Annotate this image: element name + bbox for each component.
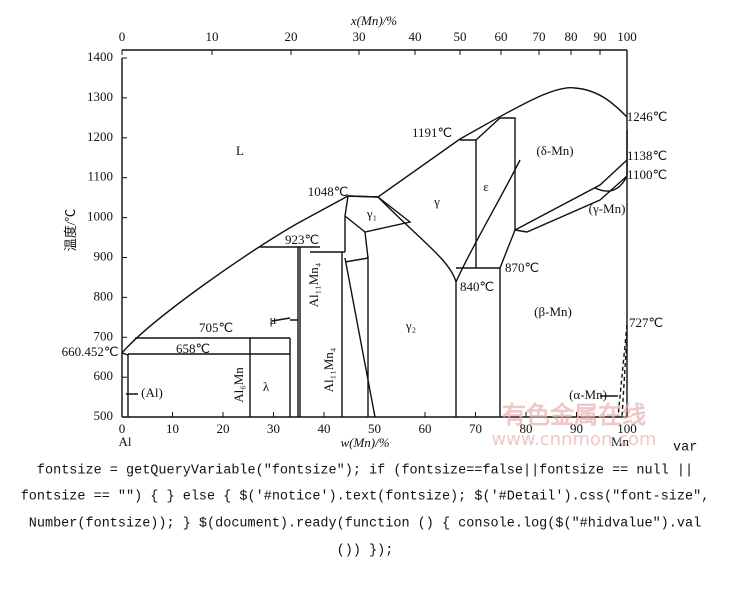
region-label: γ₁ — [366, 206, 377, 221]
region-label: (α-Mn) — [569, 387, 607, 402]
top-tick-label: 100 — [617, 29, 637, 44]
left-tick-label: 1200 — [87, 129, 113, 144]
region-label: 870℃ — [505, 260, 539, 275]
left-tick-label: 1400 — [87, 49, 113, 64]
region-label: ε — [483, 179, 489, 194]
bottom-tick-label: 60 — [419, 421, 432, 436]
region-label: 1246℃ — [627, 109, 668, 124]
watermark-url: www.cnnmon.com — [491, 429, 656, 450]
region-label: (δ-Mn) — [536, 143, 573, 158]
bottom-tick-label: 70 — [469, 421, 482, 436]
region-label: μ — [270, 312, 277, 327]
top-tick-label: 80 — [565, 29, 578, 44]
bottom-tick-label: 80 — [520, 421, 533, 436]
top-tick-label: 90 — [594, 29, 607, 44]
left-tick-label: 1300 — [87, 89, 113, 104]
bottom-axis-title: w(Mn)/% — [340, 435, 389, 450]
region-label: L — [236, 143, 244, 158]
script-text-line: fontsize = getQueryVariable("fontsize");… — [37, 464, 693, 479]
region-label: λ — [263, 379, 270, 394]
region-label: 1191℃ — [412, 125, 452, 140]
top-tick-label: 40 — [409, 29, 422, 44]
left-axis-title: 温度/℃ — [63, 209, 78, 252]
bottom-tick-label: 50 — [368, 421, 381, 436]
bottom-tick-label: 90 — [570, 421, 583, 436]
script-text-line: fontsize == "") { } else { $('#notice').… — [21, 490, 710, 505]
region-label: 1138℃ — [627, 148, 667, 163]
phase-lines — [121, 87, 628, 418]
bottom-tick-label: 30 — [267, 421, 280, 436]
region-label: γ₂ — [405, 318, 416, 333]
region-label: Al₁₁Mn₄ — [306, 262, 321, 307]
top-tick-label: 50 — [454, 29, 467, 44]
region-label: 658℃ — [176, 341, 210, 356]
region-label: 705℃ — [199, 320, 233, 335]
region-label: Al₁₁Mn₄ — [321, 347, 336, 392]
left-tick-label: 500 — [94, 408, 114, 423]
region-label: 840℃ — [460, 279, 494, 294]
axes — [121, 49, 628, 418]
region-label: 1048℃ — [308, 184, 349, 199]
top-tick-label: 70 — [533, 29, 546, 44]
script-text-line: Number(fontsize)); } $(document).ready(f… — [29, 517, 701, 532]
region-label: (Al) — [141, 385, 163, 400]
bottom-tick-label: 10 — [166, 421, 179, 436]
bottom-tick-label: 100 — [617, 421, 637, 436]
script-text-line: var — [673, 441, 697, 456]
region-label: 727℃ — [629, 315, 663, 330]
region-label: 660.452℃ — [62, 344, 119, 359]
region-label: Al₆Mn — [231, 367, 246, 403]
bottom-tick-label: 40 — [318, 421, 331, 436]
left-tick-label: 1000 — [87, 209, 113, 224]
left-tick-label: 700 — [94, 328, 114, 343]
top-tick-label: 60 — [495, 29, 508, 44]
region-label: (γ-Mn) — [589, 201, 626, 216]
top-tick-label: 20 — [285, 29, 298, 44]
top-tick-label: 10 — [206, 29, 219, 44]
left-end-label: Al — [119, 434, 132, 449]
region-label: γ — [433, 194, 440, 209]
left-tick-label: 800 — [94, 288, 114, 303]
region-label: 923℃ — [285, 232, 319, 247]
top-tick-label: 0 — [119, 29, 126, 44]
right-end-label: Mn — [611, 434, 630, 449]
bottom-tick-label: 20 — [217, 421, 230, 436]
left-tick-label: 600 — [94, 368, 114, 383]
top-tick-label: 30 — [353, 29, 366, 44]
script-text-line: ()) }); — [337, 544, 394, 559]
bottom-tick-label: 0 — [119, 421, 126, 436]
left-tick-label: 1100 — [87, 169, 113, 184]
top-axis-title: x(Mn)/% — [350, 13, 397, 28]
region-label: 1100℃ — [627, 167, 667, 182]
arrows — [126, 317, 618, 397]
left-tick-label: 900 — [94, 248, 114, 263]
region-label: (β-Mn) — [534, 304, 572, 319]
